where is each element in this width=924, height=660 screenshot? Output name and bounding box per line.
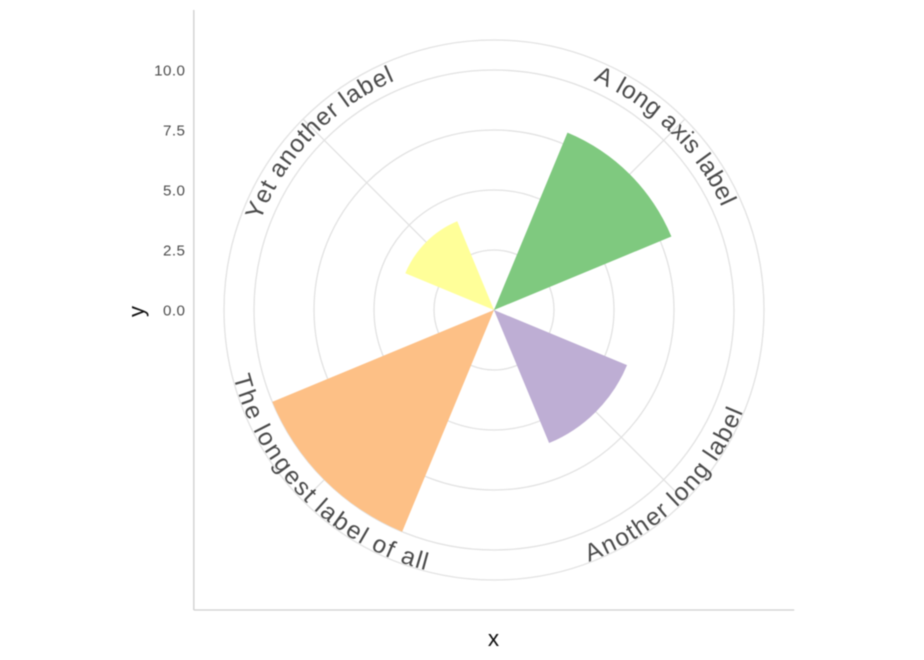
svg-text:x: x: [488, 626, 500, 651]
svg-text:2.5: 2.5: [163, 242, 185, 259]
svg-text:y: y: [124, 306, 149, 317]
svg-text:0.0: 0.0: [163, 302, 185, 319]
svg-text:7.5: 7.5: [163, 122, 185, 139]
svg-text:T: T: [228, 371, 258, 393]
svg-text:10.0: 10.0: [154, 62, 185, 79]
svg-text:5.0: 5.0: [163, 182, 185, 199]
